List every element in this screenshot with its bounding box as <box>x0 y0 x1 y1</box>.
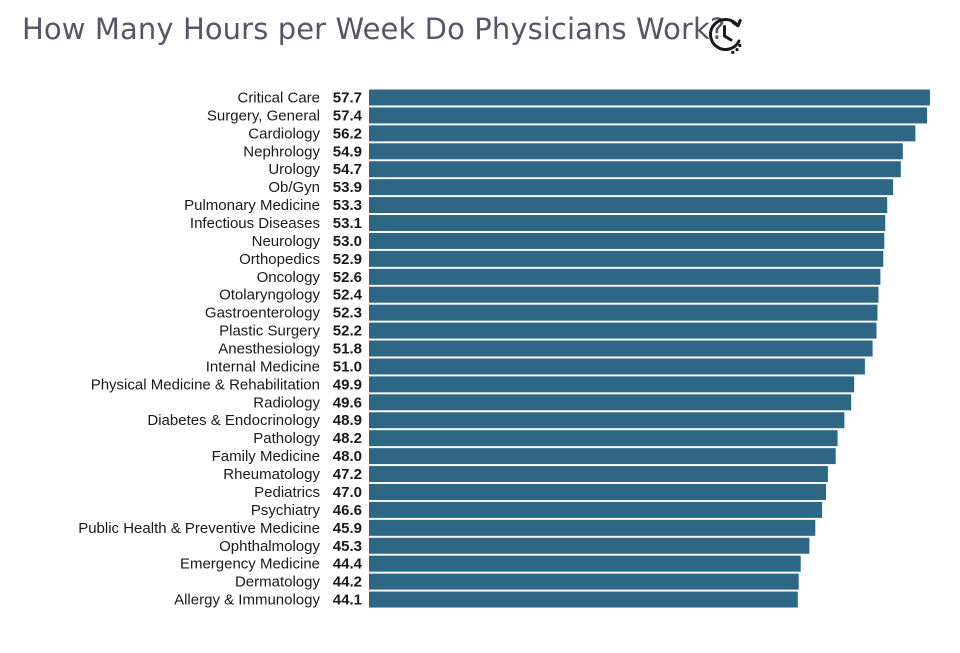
bar-psychiatry <box>369 501 823 518</box>
category-label: Emergency Medicine <box>180 556 320 573</box>
value-label: 53.9 <box>333 179 362 196</box>
bar-dermatology <box>369 573 799 590</box>
bar-ob-gyn <box>369 179 894 196</box>
bar-family-medicine <box>369 448 836 465</box>
category-label: Ophthalmology <box>219 538 320 555</box>
value-label: 44.4 <box>333 556 363 573</box>
value-label: 54.9 <box>333 143 362 160</box>
value-label: 44.2 <box>333 574 362 591</box>
value-label: 45.9 <box>333 520 362 537</box>
bar-anesthesiology <box>369 340 873 357</box>
bar-nephrology <box>369 143 903 160</box>
category-label: Rheumatology <box>223 466 320 483</box>
value-label: 52.6 <box>333 269 362 286</box>
value-label: 57.7 <box>333 90 362 107</box>
category-label: Anesthesiology <box>218 341 320 358</box>
category-label: Psychiatry <box>251 502 321 519</box>
value-label: 52.2 <box>333 323 362 340</box>
bar-diabetes-endocrinology <box>369 412 845 429</box>
value-label: 44.1 <box>333 592 362 609</box>
bar-infectious-diseases <box>369 215 886 232</box>
value-label: 52.3 <box>333 305 362 322</box>
category-label: Urology <box>268 161 320 178</box>
bar-ophthalmology <box>369 537 810 554</box>
category-label: Allergy & Immunology <box>174 592 320 609</box>
category-label: Pulmonary Medicine <box>184 197 320 214</box>
category-label: Physical Medicine & Rehabilitation <box>91 376 320 393</box>
category-label: Family Medicine <box>212 448 320 465</box>
bar-pulmonary-medicine <box>369 197 888 214</box>
category-label: Radiology <box>253 394 320 411</box>
bar-oncology <box>369 268 881 285</box>
value-label: 48.0 <box>333 448 362 465</box>
bar-emergency-medicine <box>369 555 801 572</box>
value-label: 54.7 <box>333 161 362 178</box>
category-label: Nephrology <box>243 143 320 160</box>
category-label: Infectious Diseases <box>190 215 320 232</box>
category-label: Public Health & Preventive Medicine <box>78 520 320 537</box>
bar-public-health-preventive-medicine <box>369 519 816 536</box>
value-label: 51.0 <box>333 358 362 375</box>
bar-physical-medicine-rehabilitation <box>369 376 855 393</box>
category-label: Pediatrics <box>254 484 320 501</box>
category-label: Orthopedics <box>239 251 320 268</box>
bar-otolaryngology <box>369 286 879 303</box>
category-label: Cardiology <box>248 125 320 142</box>
bar-surgery-general <box>369 107 928 124</box>
category-label: Neurology <box>252 233 321 250</box>
bar-pediatrics <box>369 483 826 500</box>
bar-orthopedics <box>369 250 884 267</box>
bar-rheumatology <box>369 466 828 483</box>
value-label: 53.0 <box>333 233 362 250</box>
value-label: 57.4 <box>333 107 363 124</box>
bar-cardiology <box>369 125 916 142</box>
bar-pathology <box>369 430 838 447</box>
category-label: Gastroenterology <box>205 305 321 322</box>
value-label: 53.1 <box>333 215 362 232</box>
category-label: Otolaryngology <box>219 287 320 304</box>
value-label: 52.9 <box>333 251 362 268</box>
bar-critical-care <box>369 89 930 106</box>
bar-radiology <box>369 394 852 411</box>
category-label: Critical Care <box>237 90 320 107</box>
bar-internal-medicine <box>369 358 865 375</box>
value-label: 53.3 <box>333 197 362 214</box>
category-label: Internal Medicine <box>206 358 320 375</box>
category-label: Ob/Gyn <box>268 179 320 196</box>
clock-icon <box>708 18 742 55</box>
bar-urology <box>369 161 901 178</box>
category-label: Diabetes & Endocrinology <box>147 412 320 429</box>
chart-title: How Many Hours per Week Do Physicians Wo… <box>22 12 726 46</box>
value-label: 45.3 <box>333 538 362 555</box>
category-label: Surgery, General <box>207 107 320 124</box>
bar-gastroenterology <box>369 304 878 321</box>
category-label: Pathology <box>253 430 320 447</box>
value-label: 49.9 <box>333 376 362 393</box>
value-label: 48.9 <box>333 412 362 429</box>
bar-allergy-immunology <box>369 591 798 608</box>
value-label: 56.2 <box>333 125 362 142</box>
category-label: Plastic Surgery <box>219 323 320 340</box>
value-label: 48.2 <box>333 430 362 447</box>
value-label: 46.6 <box>333 502 362 519</box>
value-label: 52.4 <box>333 287 363 304</box>
value-label: 47.2 <box>333 466 362 483</box>
value-label: 47.0 <box>333 484 362 501</box>
category-label: Oncology <box>257 269 321 286</box>
value-label: 49.6 <box>333 394 362 411</box>
category-label: Dermatology <box>235 574 321 591</box>
value-label: 51.8 <box>333 341 362 358</box>
bar-plastic-surgery <box>369 322 877 339</box>
bar-neurology <box>369 232 885 249</box>
